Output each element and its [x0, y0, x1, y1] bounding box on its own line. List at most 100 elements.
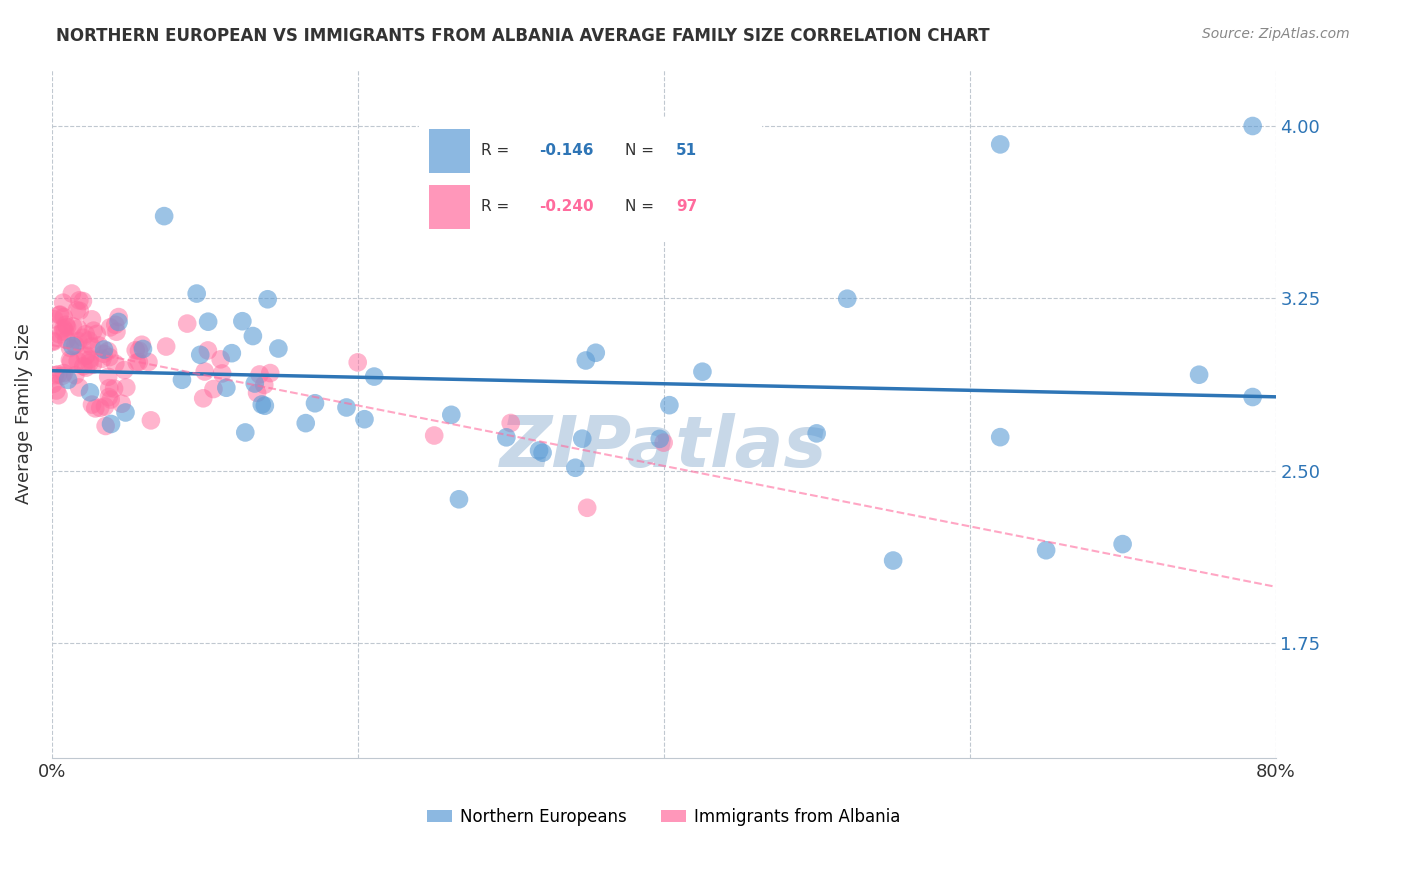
Point: [98, 381, 121, 395]
Point: [79, 385, 101, 400]
Point: [62, 339, 84, 353]
Point: [1241, 119, 1264, 133]
Point: [93, 343, 115, 357]
Point: [107, 315, 129, 329]
Point: [155, 340, 177, 354]
Legend: Northern Europeans, Immigrants from Albania: Northern Europeans, Immigrants from Alba…: [420, 801, 907, 833]
Point: [97, 369, 120, 384]
Point: [89, 401, 111, 415]
Point: [115, 380, 138, 394]
Point: [882, 553, 904, 567]
Point: [575, 353, 598, 368]
Point: [188, 348, 211, 362]
Point: [114, 405, 136, 419]
Point: [242, 329, 264, 343]
Point: [65, 338, 87, 352]
Point: [86, 326, 108, 341]
Point: [52, 310, 75, 324]
Point: [53, 324, 76, 338]
Point: [75, 349, 97, 363]
Point: [1111, 537, 1133, 551]
Point: [423, 428, 446, 442]
Point: [363, 369, 385, 384]
Point: [652, 435, 675, 450]
Point: [128, 355, 150, 369]
Point: [346, 355, 368, 369]
Point: [84, 401, 107, 416]
Point: [221, 346, 243, 360]
Point: [193, 392, 215, 406]
Point: [42, 334, 65, 348]
Point: [571, 432, 593, 446]
Point: [66, 354, 89, 368]
Text: NORTHERN EUROPEAN VS IMMIGRANTS FROM ALBANIA AVERAGE FAMILY SIZE CORRELATION CHA: NORTHERN EUROPEAN VS IMMIGRANTS FROM ALB…: [56, 27, 990, 45]
Point: [531, 446, 554, 460]
Point: [79, 356, 101, 370]
Point: [75, 327, 97, 342]
Point: [67, 380, 90, 394]
Point: [253, 377, 276, 392]
Point: [170, 373, 193, 387]
Point: [1188, 368, 1211, 382]
Point: [335, 401, 357, 415]
Point: [59, 352, 82, 367]
Point: [66, 303, 89, 318]
Point: [1241, 390, 1264, 404]
Point: [304, 396, 326, 410]
Point: [55, 318, 77, 332]
Point: [111, 397, 134, 411]
Point: [231, 314, 253, 328]
Text: Source: ZipAtlas.com: Source: ZipAtlas.com: [1202, 27, 1350, 41]
Point: [100, 392, 122, 407]
Point: [48, 308, 70, 322]
Point: [499, 416, 522, 430]
Point: [256, 293, 278, 307]
Point: [91, 351, 114, 366]
Point: [55, 333, 77, 347]
Point: [52, 325, 75, 339]
Point: [76, 348, 98, 362]
Point: [46, 368, 69, 382]
Point: [104, 318, 127, 332]
Point: [100, 417, 122, 431]
Point: [56, 320, 79, 334]
Point: [243, 376, 266, 391]
Point: [806, 426, 828, 441]
Point: [176, 317, 198, 331]
Point: [104, 357, 127, 371]
Point: [97, 390, 120, 404]
Point: [77, 334, 100, 348]
Point: [60, 286, 83, 301]
Text: ZIPatlas: ZIPatlas: [501, 413, 827, 483]
Point: [80, 339, 103, 353]
Point: [267, 342, 290, 356]
Point: [52, 295, 75, 310]
Point: [125, 343, 148, 358]
Point: [125, 355, 148, 369]
Point: [294, 416, 316, 430]
Point: [94, 400, 117, 414]
Point: [80, 312, 103, 326]
Point: [80, 398, 103, 412]
Point: [112, 363, 135, 377]
Point: [988, 137, 1011, 152]
Point: [527, 443, 550, 458]
Point: [249, 368, 271, 382]
Point: [988, 430, 1011, 444]
Point: [62, 319, 84, 334]
Point: [138, 355, 160, 369]
Point: [495, 430, 517, 444]
Point: [52, 366, 75, 380]
Point: [103, 382, 125, 396]
Point: [692, 365, 714, 379]
Point: [65, 368, 87, 383]
Point: [211, 367, 233, 381]
Point: [250, 397, 273, 411]
Point: [48, 388, 70, 402]
Point: [67, 334, 90, 348]
Point: [51, 368, 73, 383]
Point: [72, 293, 94, 308]
Point: [59, 341, 82, 355]
Point: [648, 432, 671, 446]
Point: [202, 382, 225, 396]
